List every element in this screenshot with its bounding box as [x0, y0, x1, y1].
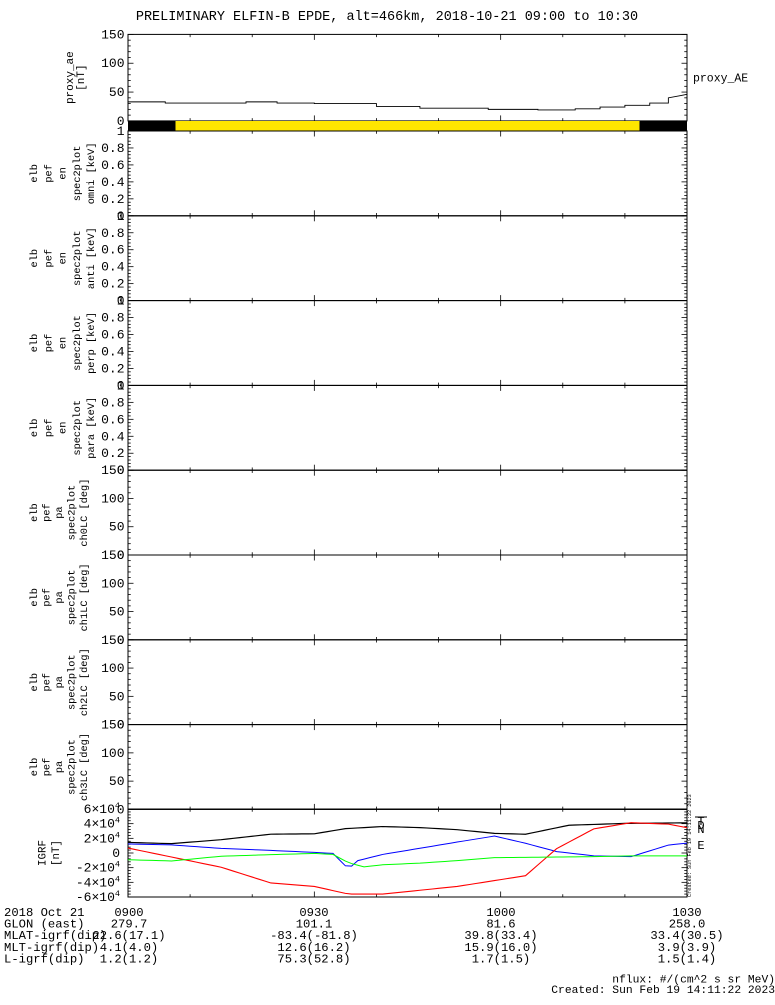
svg-text:75.3(52.8): 75.3(52.8) [277, 952, 350, 966]
svg-text:ch3LC [deg]: ch3LC [deg] [79, 733, 91, 801]
svg-text:pef: pef [42, 673, 54, 692]
svg-text:elb: elb [29, 164, 41, 183]
svg-text:100: 100 [101, 661, 124, 676]
svg-text:0.8: 0.8 [101, 311, 124, 326]
svg-text:1: 1 [117, 209, 125, 224]
svg-text:Created: Sun Feb 19 14:11:22 2: Created: Sun Feb 19 14:11:22 2023 [687, 794, 693, 897]
svg-text:50: 50 [109, 85, 125, 100]
svg-text:50: 50 [109, 520, 125, 535]
svg-text:spec2plot: spec2plot [72, 315, 84, 371]
svg-text:en: en [58, 337, 70, 349]
svg-text:elb: elb [29, 673, 41, 692]
svg-text:pa: pa [54, 761, 66, 773]
svg-text:elb: elb [29, 503, 41, 522]
svg-text:[nT]: [nT] [51, 840, 63, 866]
svg-text:50: 50 [109, 689, 125, 704]
svg-text:Created: Sun Feb 19 14:11:22 2: Created: Sun Feb 19 14:11:22 2023 [551, 985, 775, 997]
svg-text:0.6: 0.6 [101, 412, 124, 427]
svg-text:pef: pef [43, 334, 55, 353]
svg-text:150: 150 [101, 633, 124, 648]
svg-text:spec2plot: spec2plot [67, 485, 79, 541]
svg-text:0.4: 0.4 [101, 344, 125, 359]
svg-text:spec2plot: spec2plot [72, 400, 84, 456]
svg-text:-2×104: -2×104 [76, 860, 120, 876]
svg-text:0.6: 0.6 [101, 328, 124, 343]
svg-text:0.4: 0.4 [101, 260, 125, 275]
svg-text:1.2(1.2): 1.2(1.2) [100, 952, 159, 966]
svg-text:anti [keV]: anti [keV] [86, 227, 98, 289]
svg-text:0.4: 0.4 [101, 429, 125, 444]
svg-text:elb: elb [29, 419, 41, 438]
svg-text:150: 150 [101, 463, 124, 478]
svg-text:50: 50 [109, 605, 125, 620]
svg-text:100: 100 [101, 491, 124, 506]
svg-text:1: 1 [117, 378, 125, 393]
svg-text:spec2plot: spec2plot [72, 230, 84, 286]
svg-text:proxy_AE: proxy_AE [693, 73, 748, 86]
svg-text:pef: pef [43, 249, 55, 268]
svg-text:ch1LC [deg]: ch1LC [deg] [79, 563, 91, 631]
svg-text:-6×104: -6×104 [76, 889, 120, 905]
svg-text:spec2plot: spec2plot [72, 146, 84, 202]
svg-text:2×104: 2×104 [84, 830, 120, 846]
svg-text:1: 1 [117, 124, 125, 139]
svg-text:1: 1 [117, 294, 125, 309]
svg-text:1.7(1.5): 1.7(1.5) [472, 952, 531, 966]
svg-text:en: en [58, 422, 70, 434]
svg-text:0.2: 0.2 [101, 192, 124, 207]
svg-text:4×104: 4×104 [84, 816, 120, 832]
svg-text:elb: elb [29, 588, 41, 607]
svg-text:elb: elb [29, 249, 41, 268]
svg-text:ch0LC [deg]: ch0LC [deg] [79, 479, 91, 547]
svg-text:pef: pef [43, 419, 55, 438]
svg-text:para [keV]: para [keV] [86, 397, 98, 459]
svg-text:0.8: 0.8 [101, 226, 124, 241]
svg-text:0.6: 0.6 [101, 243, 124, 258]
svg-text:en: en [58, 167, 70, 179]
svg-text:IGRF: IGRF [38, 840, 50, 866]
svg-text:spec2plot: spec2plot [67, 739, 79, 795]
svg-text:0.2: 0.2 [101, 446, 124, 461]
svg-text:0.2: 0.2 [101, 277, 124, 292]
svg-text:pef: pef [42, 588, 54, 607]
svg-text:en: en [58, 252, 70, 264]
svg-text:0.8: 0.8 [101, 395, 124, 410]
svg-text:elb: elb [29, 758, 41, 777]
svg-text:50: 50 [109, 774, 125, 789]
svg-text:[nT]: [nT] [76, 64, 88, 90]
svg-text:pef: pef [42, 758, 54, 777]
svg-text:pa: pa [54, 676, 66, 688]
svg-text:pa: pa [54, 506, 66, 518]
svg-text:150: 150 [101, 718, 124, 733]
svg-text:100: 100 [101, 576, 124, 591]
svg-text:150: 150 [101, 548, 124, 563]
svg-text:ch2LC [deg]: ch2LC [deg] [79, 648, 91, 716]
svg-text:elb: elb [29, 334, 41, 353]
svg-text:100: 100 [101, 56, 124, 71]
svg-text:pef: pef [43, 164, 55, 183]
svg-text:1.5(1.4): 1.5(1.4) [658, 952, 717, 966]
svg-text:pef: pef [42, 503, 54, 522]
svg-text:spec2plot: spec2plot [67, 654, 79, 710]
svg-text:pa: pa [54, 591, 66, 603]
svg-text:0.2: 0.2 [101, 361, 124, 376]
svg-text:100: 100 [101, 746, 124, 761]
svg-text:E: E [697, 839, 704, 853]
svg-text:perp [keV]: perp [keV] [86, 312, 98, 374]
svg-text:omni [keV]: omni [keV] [86, 143, 98, 205]
svg-text:PRELIMINARY ELFIN-B EPDE, alt=: PRELIMINARY ELFIN-B EPDE, alt=466km, 201… [136, 10, 638, 25]
svg-text:0.8: 0.8 [101, 141, 124, 156]
svg-text:0.4: 0.4 [101, 175, 125, 190]
svg-text:0.6: 0.6 [101, 158, 124, 173]
svg-text:6×104: 6×104 [84, 801, 120, 817]
svg-text:N: N [697, 823, 704, 837]
svg-text:spec2plot: spec2plot [67, 570, 79, 626]
svg-text:-4×104: -4×104 [76, 874, 120, 890]
svg-text:L-igrf(dip): L-igrf(dip) [4, 952, 84, 966]
svg-text:150: 150 [101, 27, 124, 42]
